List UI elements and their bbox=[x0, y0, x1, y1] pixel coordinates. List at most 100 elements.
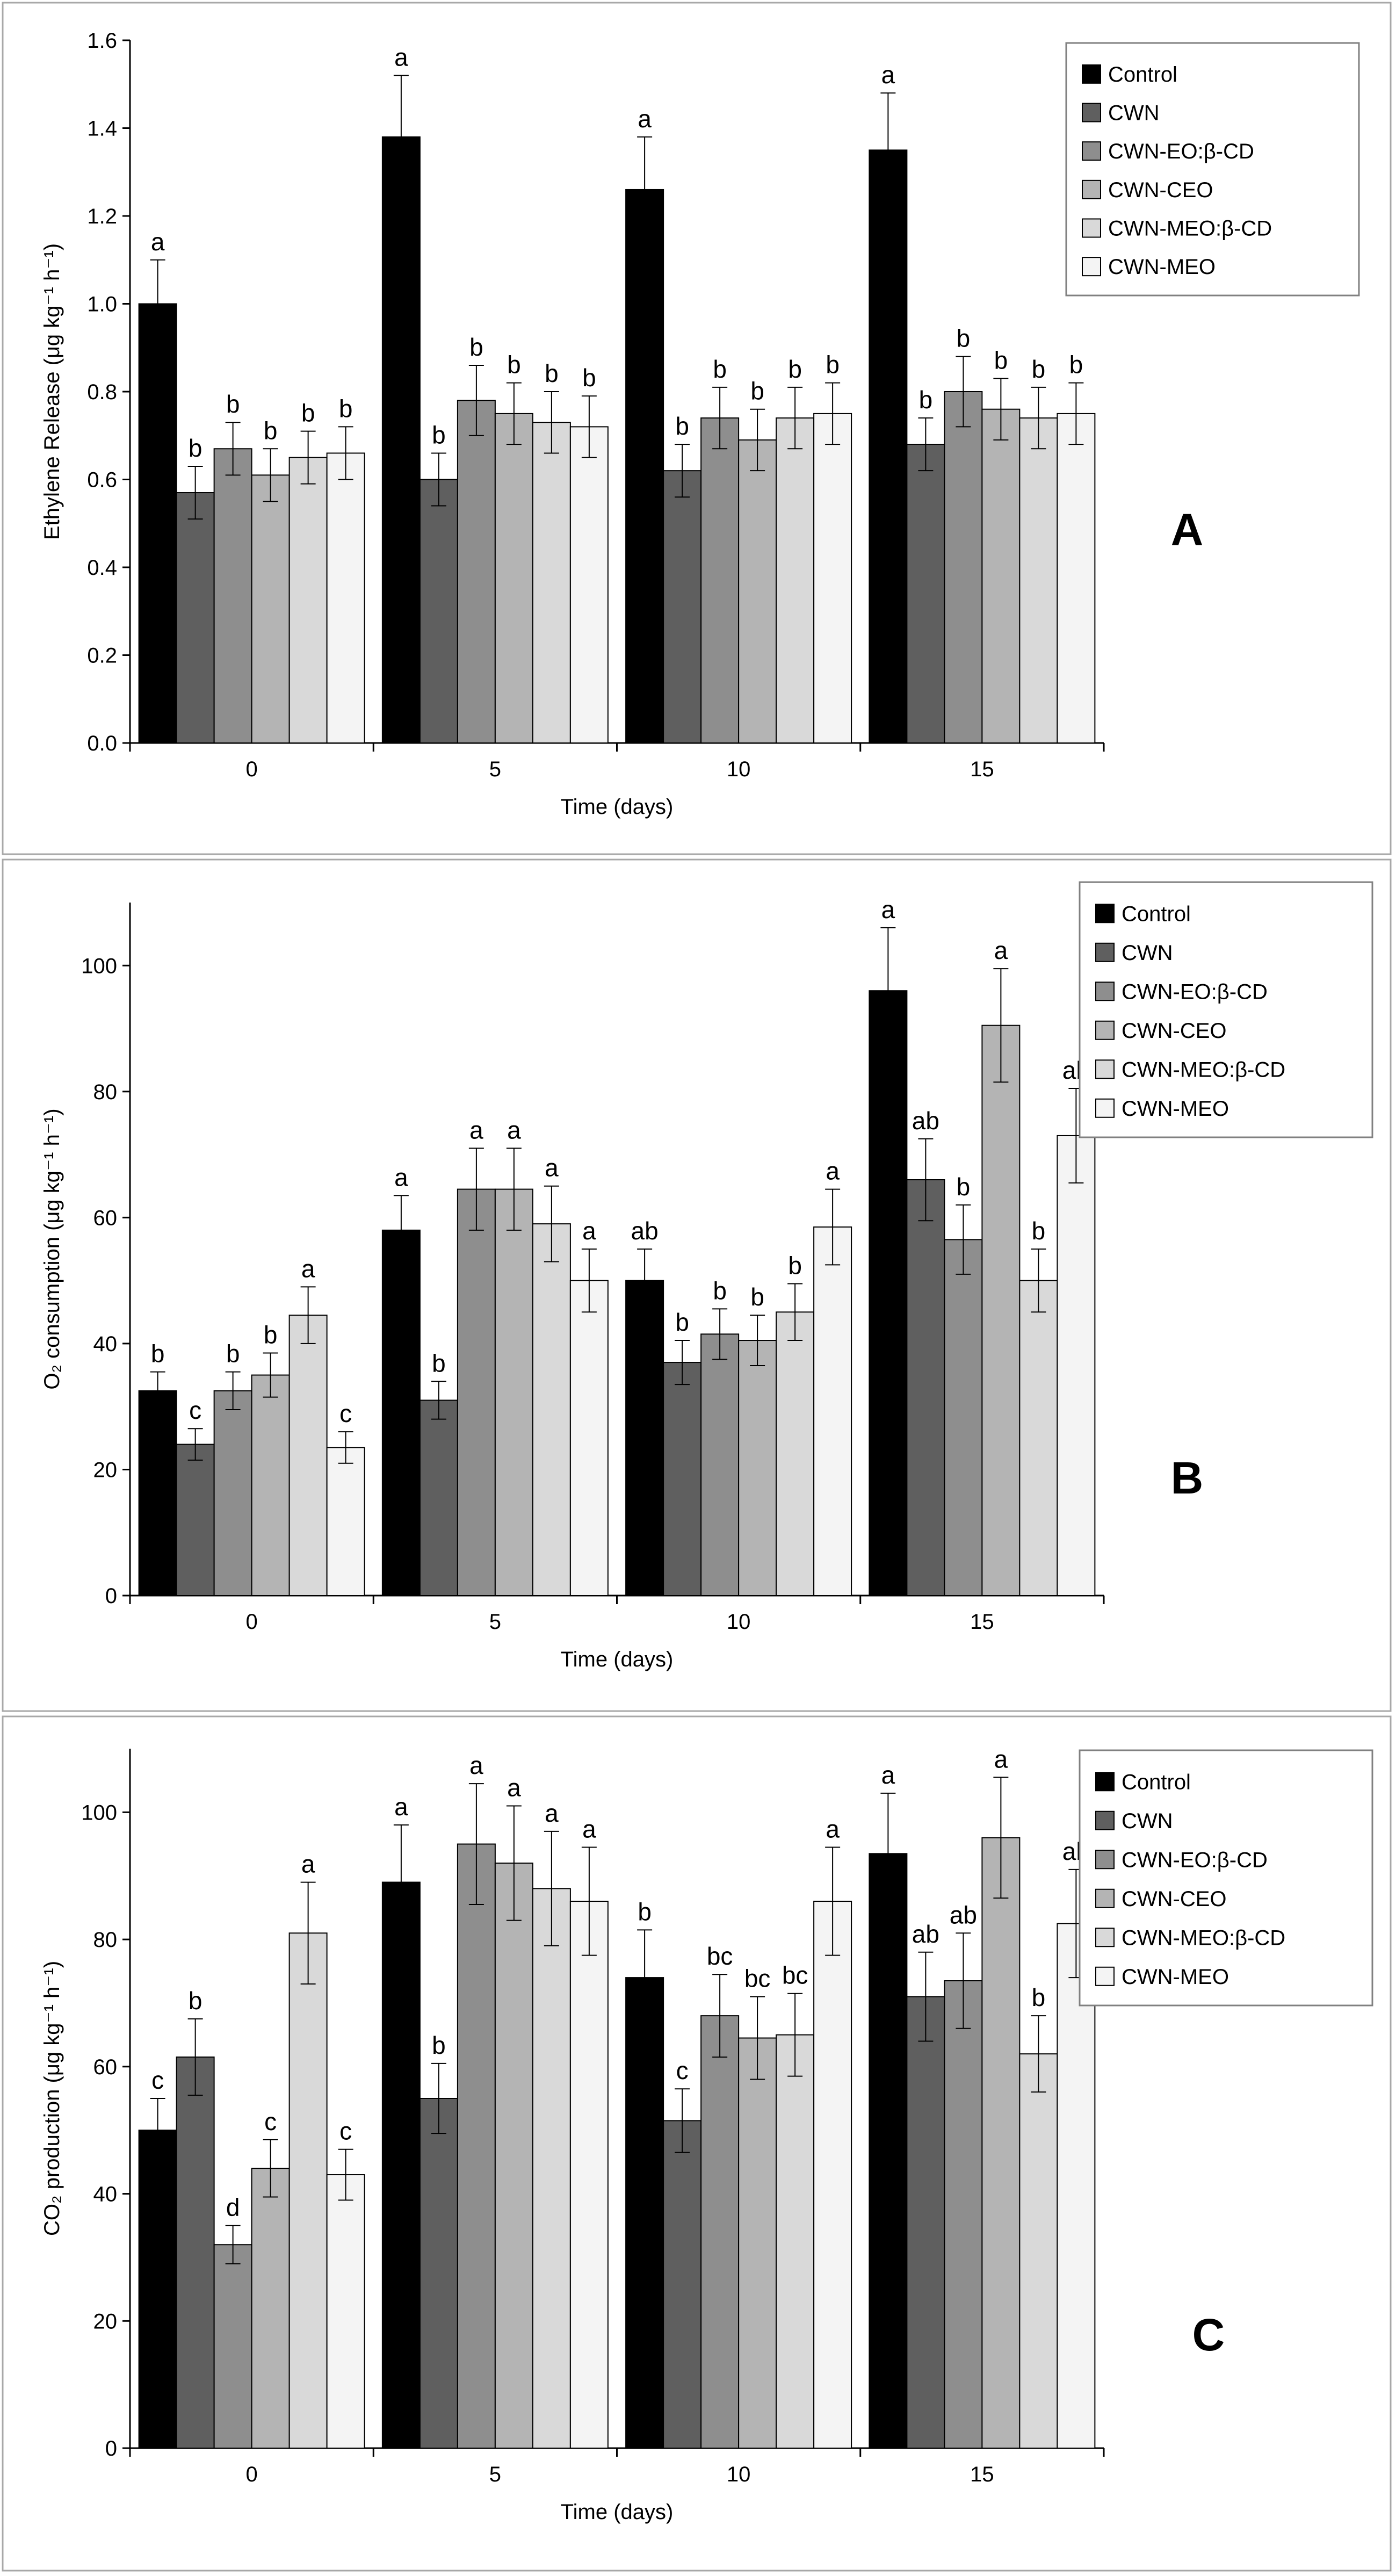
bar-cwn-meo-cd-day-15 bbox=[1019, 417, 1058, 744]
legend-label: CWN bbox=[1122, 1809, 1173, 1833]
significance-label: b bbox=[226, 390, 240, 418]
y-tick-label: 1.6 bbox=[87, 29, 117, 53]
legend-swatch-cwn-eo-cd bbox=[1095, 982, 1115, 1001]
bar-cwn-meo-day-15 bbox=[1057, 1135, 1096, 1597]
bar-cwn-eo-cd-day-5 bbox=[457, 400, 496, 744]
legend-swatch-cwn-ceo bbox=[1082, 179, 1101, 199]
significance-label: bc bbox=[707, 1942, 733, 1970]
legend-swatch-control bbox=[1082, 64, 1101, 84]
significance-label: b bbox=[826, 351, 840, 379]
legend-swatch-cwn-eo-cd bbox=[1095, 1850, 1115, 1870]
bar-cwn-ceo-day-10 bbox=[738, 439, 777, 744]
legend-label: CWN-EO:β-CD bbox=[1122, 980, 1268, 1004]
bar-cwn-ceo-day-15 bbox=[981, 1837, 1021, 2449]
y-tick-label: 80 bbox=[93, 1080, 118, 1104]
x-tick-label: 15 bbox=[970, 2463, 994, 2486]
significance-label: a bbox=[507, 1116, 521, 1144]
significance-label: b bbox=[582, 364, 596, 392]
y-tick-label: 40 bbox=[93, 1332, 118, 1356]
y-tick-label: 1.0 bbox=[87, 293, 117, 316]
significance-label: a bbox=[394, 1793, 408, 1821]
legend-frame bbox=[1079, 881, 1373, 1138]
x-axis-title: Time (days) bbox=[561, 795, 674, 819]
panel-letter: A bbox=[1171, 504, 1204, 555]
bar-cwn-meo-day-15 bbox=[1057, 1923, 1096, 2449]
y-tick-label: 20 bbox=[93, 1458, 118, 1482]
bar-cwn-day-15 bbox=[906, 1996, 945, 2449]
significance-label: a bbox=[994, 1745, 1008, 1773]
significance-label: c bbox=[339, 1399, 352, 1427]
x-axis-title: Time (days) bbox=[561, 1648, 674, 1671]
x-axis-title: Time (days) bbox=[561, 2500, 674, 2524]
legend-swatch-cwn-eo-cd bbox=[1082, 141, 1101, 161]
y-tick-label: 80 bbox=[93, 1928, 118, 1952]
legend-label: CWN-EO:β-CD bbox=[1122, 1848, 1268, 1872]
bar-control-day-5 bbox=[381, 1229, 421, 1596]
panel-letter: C bbox=[1192, 2310, 1225, 2360]
legend-swatch-cwn bbox=[1095, 942, 1115, 962]
significance-label: b bbox=[957, 324, 971, 352]
legend-swatch-cwn-meo-cd bbox=[1082, 218, 1101, 238]
legend-label: CWN-MEO bbox=[1122, 1097, 1229, 1121]
legend-label: CWN-MEO bbox=[1122, 1965, 1229, 1989]
x-tick-label: 0 bbox=[246, 2463, 258, 2486]
bar-control-day-0 bbox=[138, 303, 177, 744]
significance-label: bc bbox=[744, 1965, 771, 1993]
bar-cwn-day-15 bbox=[906, 1179, 945, 1596]
bar-cwn-ceo-day-5 bbox=[494, 1188, 533, 1596]
significance-label: c bbox=[151, 2066, 164, 2094]
significance-label: c bbox=[264, 2108, 277, 2135]
legend-label: CWN-MEO:β-CD bbox=[1108, 217, 1272, 241]
bar-cwn-eo-cd-day-0 bbox=[213, 448, 252, 744]
significance-label: b bbox=[638, 1897, 652, 1925]
significance-label: c bbox=[676, 2057, 689, 2084]
bar-cwn-meo-day-5 bbox=[569, 426, 609, 744]
legend-label: CWN bbox=[1122, 941, 1173, 965]
bar-cwn-meo-cd-day-15 bbox=[1019, 2053, 1058, 2449]
bar-cwn-meo-day-0 bbox=[326, 452, 365, 744]
significance-label: b bbox=[432, 2031, 446, 2059]
y-tick-label: 0 bbox=[105, 1584, 117, 1608]
x-tick-label: 10 bbox=[727, 1610, 751, 1634]
bar-cwn-eo-cd-day-0 bbox=[213, 1390, 252, 1596]
x-tick-label: 10 bbox=[727, 757, 751, 781]
bar-cwn-meo-cd-day-0 bbox=[288, 457, 328, 744]
y-tick-label: 0.2 bbox=[87, 644, 117, 668]
significance-label: b bbox=[1032, 1217, 1046, 1245]
bar-cwn-eo-cd-day-15 bbox=[944, 391, 983, 744]
significance-label: b bbox=[919, 386, 933, 414]
y-tick-label: 1.4 bbox=[87, 117, 117, 141]
legend-swatch-cwn-meo-cd bbox=[1095, 1928, 1115, 1947]
y-tick-label: 0.8 bbox=[87, 380, 117, 404]
significance-label: b bbox=[339, 394, 353, 422]
x-tick-label: 0 bbox=[246, 1610, 258, 1634]
bar-cwn-day-5 bbox=[419, 479, 458, 744]
significance-label: a bbox=[301, 1254, 315, 1282]
significance-label: d bbox=[226, 2193, 240, 2221]
significance-label: a bbox=[469, 1116, 483, 1144]
bar-cwn-eo-cd-day-0 bbox=[213, 2244, 252, 2449]
bar-control-day-10 bbox=[625, 189, 664, 744]
significance-label: b bbox=[264, 416, 278, 444]
legend-swatch-cwn-meo bbox=[1095, 1966, 1115, 1986]
legend: Control CWN CWN-EO:β-CD CWN-CEO CWN-MEO:β-CD… bbox=[1065, 42, 1360, 297]
bar-control-day-15 bbox=[869, 149, 908, 744]
legend-label: CWN-CEO bbox=[1108, 178, 1213, 202]
significance-label: b bbox=[545, 359, 559, 387]
significance-label: b bbox=[301, 399, 315, 427]
bar-cwn-meo-day-5 bbox=[569, 1901, 609, 2449]
significance-label: b bbox=[675, 1308, 689, 1336]
x-tick-label: 10 bbox=[727, 2463, 751, 2486]
y-tick-label: 0.4 bbox=[87, 556, 117, 580]
y-tick-label: 0.6 bbox=[87, 468, 117, 492]
y-tick-label: 1.2 bbox=[87, 205, 117, 228]
significance-label: a bbox=[826, 1157, 840, 1185]
bar-cwn-meo-cd-day-15 bbox=[1019, 1280, 1058, 1597]
x-tick-label: 5 bbox=[489, 1610, 501, 1634]
bar-cwn-eo-cd-day-15 bbox=[944, 1980, 983, 2449]
y-tick-label: 40 bbox=[93, 2183, 118, 2206]
legend-swatch-cwn-ceo bbox=[1095, 1020, 1115, 1040]
